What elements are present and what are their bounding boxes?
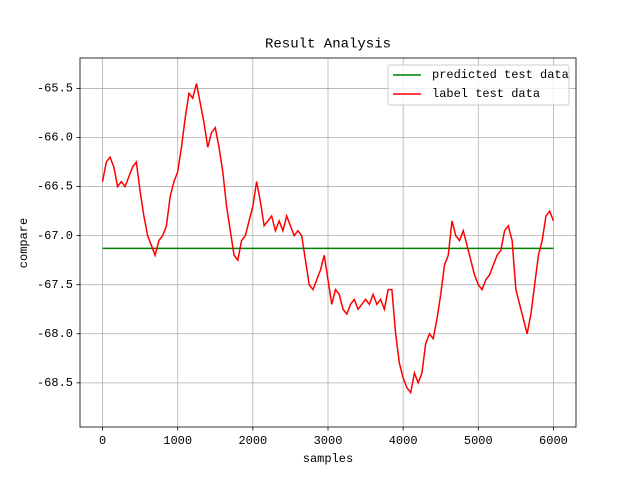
x-tick-label: 6000 — [539, 434, 568, 448]
y-tick-label: -68.5 — [37, 376, 73, 390]
x-axis-label: samples — [303, 452, 353, 466]
y-tick-label: -68.0 — [37, 327, 73, 341]
x-tick-label: 3000 — [314, 434, 343, 448]
y-tick-label: -65.5 — [37, 82, 73, 96]
y-tick-label: -67.5 — [37, 278, 73, 292]
legend-label: predicted test data — [432, 68, 569, 82]
data-line — [101, 83, 555, 395]
x-tick-label: 1000 — [163, 434, 192, 448]
legend-label: label test data — [432, 87, 540, 101]
plot-frame — [79, 57, 577, 428]
x-tick-label: 5000 — [464, 434, 493, 448]
chart-title: Result Analysis — [265, 37, 391, 53]
y-tick-label: -67.0 — [37, 229, 73, 243]
y-axis-label: compare — [17, 218, 31, 268]
y-tick-label: -66.0 — [37, 131, 73, 145]
y-tick-label: -66.5 — [37, 180, 73, 194]
x-tick-label: 0 — [99, 434, 106, 448]
x-tick-label: 4000 — [389, 434, 418, 448]
x-tick-label: 2000 — [238, 434, 267, 448]
legend-box — [387, 64, 570, 106]
